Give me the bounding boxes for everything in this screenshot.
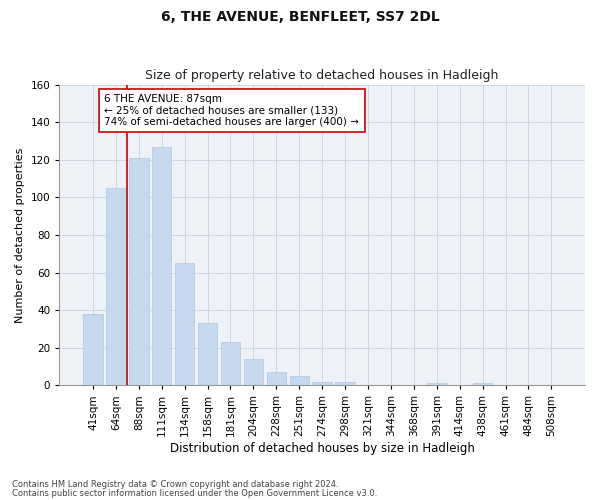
Bar (152, 146, 172, 386)
X-axis label: Distribution of detached houses by size in Hadleigh: Distribution of detached houses by size … (170, 442, 475, 455)
Bar (175, 263, 194, 386)
Bar (221, 342, 240, 386)
Y-axis label: Number of detached properties: Number of detached properties (15, 147, 25, 322)
Bar (244, 359, 263, 386)
Text: Contains HM Land Registry data © Crown copyright and database right 2024.: Contains HM Land Registry data © Crown c… (12, 480, 338, 489)
Text: 6 THE AVENUE: 87sqm
← 25% of detached houses are smaller (133)
74% of semi-detac: 6 THE AVENUE: 87sqm ← 25% of detached ho… (104, 94, 359, 127)
Bar (427, 384, 446, 386)
Title: Size of property relative to detached houses in Hadleigh: Size of property relative to detached ho… (145, 69, 499, 82)
Bar (198, 324, 217, 386)
Bar (473, 384, 493, 386)
Text: Contains public sector information licensed under the Open Government Licence v3: Contains public sector information licen… (12, 488, 377, 498)
Bar (290, 376, 309, 386)
Bar (129, 158, 149, 386)
Bar (106, 188, 125, 386)
Bar (266, 372, 286, 386)
Text: 6, THE AVENUE, BENFLEET, SS7 2DL: 6, THE AVENUE, BENFLEET, SS7 2DL (161, 10, 439, 24)
Bar (83, 314, 103, 386)
Bar (335, 382, 355, 386)
Bar (313, 382, 332, 386)
